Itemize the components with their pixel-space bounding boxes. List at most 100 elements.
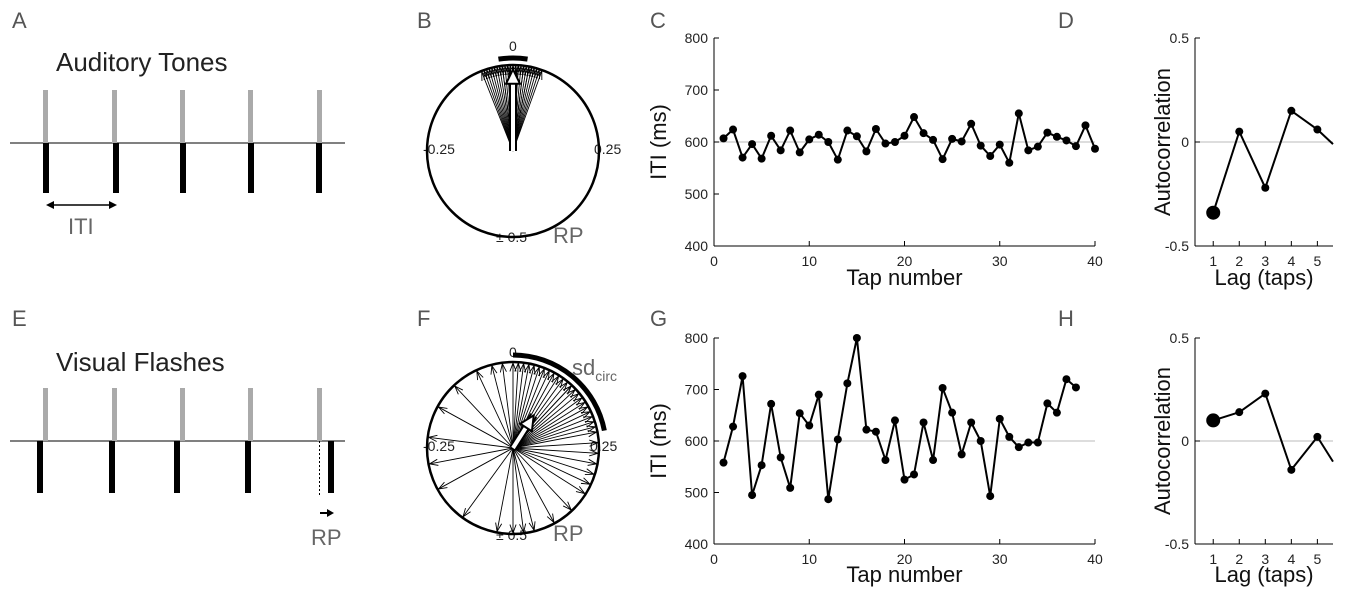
phase-vector	[512, 397, 583, 449]
phase-vector	[512, 363, 519, 449]
panel-f: F 0 -0.25 0.25 ± 0.5 RP sdcirc	[417, 306, 617, 546]
x-tick-label: 10	[801, 551, 817, 567]
x-tick-label: 0	[710, 551, 718, 567]
x-tick-label: 10	[801, 253, 817, 269]
data-point	[729, 125, 738, 134]
circle-label-left: -0.25	[423, 438, 455, 454]
data-point	[805, 135, 814, 144]
circle-label-right: 0.25	[594, 141, 621, 157]
data-point	[814, 390, 823, 399]
y-axis-label: ITI (ms)	[646, 104, 671, 180]
data-point	[786, 126, 795, 135]
stimulus-bar	[317, 90, 322, 143]
phase-vector	[512, 447, 535, 531]
phase-vector	[512, 447, 598, 454]
data-point	[900, 475, 909, 484]
phase-vector-head	[483, 69, 491, 81]
data-point	[881, 456, 890, 465]
data-point	[738, 372, 747, 381]
stimulus-bar	[112, 388, 117, 441]
data-point	[919, 418, 928, 427]
phase-vector-head	[462, 507, 471, 518]
data-point	[1005, 432, 1014, 441]
phase-vector-head	[580, 477, 592, 485]
stimulus-bar	[43, 388, 48, 441]
stimulus-bar	[248, 388, 253, 441]
phase-vector	[512, 70, 543, 152]
phase-vector-head	[589, 449, 600, 457]
tap-bar	[113, 143, 119, 193]
data-point	[1024, 146, 1033, 155]
data-point	[929, 456, 938, 465]
phase-vector-head	[542, 369, 550, 381]
data-point	[1071, 142, 1080, 151]
phase-vector	[512, 421, 594, 449]
y-tick-label: -0.5	[1165, 536, 1189, 552]
phase-vector-head	[490, 364, 498, 375]
panel-e: E Visual Flashes RP	[10, 306, 345, 550]
phase-vector	[512, 447, 594, 475]
data-point	[938, 383, 947, 392]
phase-vector-head	[559, 381, 569, 392]
x-tick-label: 40	[1087, 551, 1103, 567]
x-tick-label: 5	[1313, 551, 1321, 567]
rp-arrow	[320, 509, 334, 517]
tap-bar	[245, 441, 251, 493]
data-point	[1261, 183, 1270, 192]
panel-letter-f: F	[417, 306, 430, 331]
data-point	[719, 134, 728, 143]
data-point	[986, 152, 995, 161]
phase-vector-head	[587, 430, 598, 438]
data-point	[995, 414, 1004, 423]
phase-vector	[512, 416, 593, 449]
phase-vector-head	[495, 522, 503, 533]
phase-vector	[438, 447, 514, 490]
data-point	[738, 153, 747, 162]
phase-vector	[429, 447, 514, 465]
series-line	[722, 112, 1096, 164]
x-tick-label: 3	[1261, 253, 1269, 269]
data-point	[833, 155, 842, 164]
data-point	[948, 408, 957, 417]
phase-vector-head	[584, 468, 596, 476]
iti-label: ITI	[68, 214, 94, 239]
phase-vector-head	[587, 458, 598, 466]
data-point	[976, 437, 985, 445]
data-point	[862, 425, 871, 434]
data-point	[852, 334, 861, 342]
phase-vector-head	[584, 420, 596, 428]
tap-bars	[37, 441, 334, 493]
data-point	[957, 450, 966, 459]
x-tick-label: 20	[897, 551, 913, 567]
data-point	[1206, 205, 1221, 220]
title-visual-flashes: Visual Flashes	[56, 347, 225, 377]
data-point	[910, 470, 919, 479]
phase-vector	[512, 431, 597, 449]
data-point	[1043, 128, 1052, 137]
phase-vector	[512, 363, 525, 449]
data-point	[795, 409, 804, 418]
circle-axis-label: RP	[553, 521, 584, 546]
data-point	[852, 132, 861, 141]
panel-letter-c: C	[650, 8, 666, 33]
sd-circ-arc	[498, 55, 528, 62]
phase-vector-head	[537, 367, 545, 378]
phase-vector-head	[427, 434, 438, 442]
data-point	[957, 137, 966, 146]
sd-circ-arc	[512, 352, 607, 432]
chart-c: 400 500 600 700 800 0 10 20 30 40 Tap number ITI (m…	[646, 30, 1103, 290]
y-tick-label: 0	[1181, 134, 1189, 150]
phase-vector	[454, 385, 514, 449]
data-point	[948, 134, 957, 143]
data-point	[757, 461, 766, 470]
x-tick-label: 1	[1209, 253, 1217, 269]
phase-vector-head	[519, 362, 527, 373]
data-point	[1043, 399, 1052, 408]
tap-bars	[43, 143, 322, 193]
x-tick-label: 4	[1287, 253, 1295, 269]
data-point	[976, 141, 985, 150]
stimulus-bar	[112, 90, 117, 143]
phase-vector-head	[523, 66, 531, 77]
phase-vector	[438, 406, 514, 449]
rp-label: RP	[311, 525, 342, 550]
